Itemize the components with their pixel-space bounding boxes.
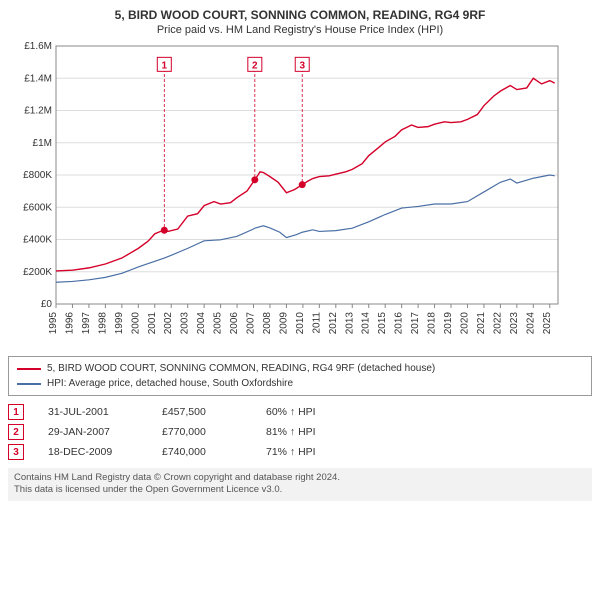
legend-swatch — [17, 383, 41, 385]
svg-text:2011: 2011 — [311, 312, 322, 334]
svg-text:£1.2M: £1.2M — [24, 106, 52, 117]
svg-text:2001: 2001 — [147, 312, 158, 335]
svg-text:£1M: £1M — [33, 138, 52, 149]
svg-text:2010: 2010 — [295, 312, 306, 335]
sale-marker-icon: 1 — [8, 404, 24, 420]
legend-item: 5, BIRD WOOD COURT, SONNING COMMON, READ… — [17, 361, 583, 376]
sales-row: 2 29-JAN-2007 £770,000 81% ↑ HPI — [8, 422, 592, 442]
svg-text:2017: 2017 — [410, 312, 421, 335]
svg-text:2008: 2008 — [262, 312, 273, 335]
legend-label: HPI: Average price, detached house, Sout… — [47, 376, 293, 391]
svg-text:2015: 2015 — [377, 312, 388, 335]
legend-item: HPI: Average price, detached house, Sout… — [17, 376, 583, 391]
legend-swatch — [17, 368, 41, 370]
sale-delta: 81% ↑ HPI — [266, 426, 316, 438]
chart-container: £0 £200K £400K £600K £800K £1M £1.2M £1.4M £1.6M… — [8, 40, 592, 350]
sale-date: 29-JAN-2007 — [48, 426, 138, 438]
svg-text:2016: 2016 — [394, 312, 405, 335]
svg-text:£200K: £200K — [23, 267, 52, 278]
svg-text:2007: 2007 — [246, 312, 257, 335]
svg-text:2003: 2003 — [180, 312, 191, 335]
svg-text:2009: 2009 — [278, 312, 289, 335]
sale-marker-icon: 2 — [8, 424, 24, 440]
chart-title-block: 5, BIRD WOOD COURT, SONNING COMMON, READ… — [8, 8, 592, 36]
sales-row: 1 31-JUL-2001 £457,500 60% ↑ HPI — [8, 402, 592, 422]
svg-text:£800K: £800K — [23, 170, 52, 181]
svg-text:2013: 2013 — [344, 312, 355, 335]
svg-text:2021: 2021 — [476, 312, 487, 335]
legend-label: 5, BIRD WOOD COURT, SONNING COMMON, READ… — [47, 361, 435, 376]
svg-text:1997: 1997 — [81, 312, 92, 335]
svg-text:2004: 2004 — [196, 312, 207, 335]
footer: Contains HM Land Registry data © Crown c… — [8, 468, 592, 501]
footer-line1: Contains HM Land Registry data © Crown c… — [14, 472, 586, 484]
svg-text:£400K: £400K — [23, 235, 52, 246]
svg-text:2025: 2025 — [542, 312, 553, 335]
sale-price: £740,000 — [162, 446, 242, 458]
svg-text:3: 3 — [299, 60, 305, 71]
svg-text:2014: 2014 — [361, 312, 372, 335]
svg-text:£1.6M: £1.6M — [24, 41, 52, 52]
line-chart: £0 £200K £400K £600K £800K £1M £1.2M £1.4M £1.6M… — [8, 40, 568, 350]
svg-text:1998: 1998 — [97, 312, 108, 335]
sale-delta: 71% ↑ HPI — [266, 446, 316, 458]
svg-text:2023: 2023 — [509, 312, 520, 335]
svg-text:£600K: £600K — [23, 202, 52, 213]
title-line1: 5, BIRD WOOD COURT, SONNING COMMON, READ… — [8, 8, 592, 22]
svg-text:2002: 2002 — [163, 312, 174, 335]
svg-text:2018: 2018 — [427, 312, 438, 335]
sale-date: 31-JUL-2001 — [48, 406, 138, 418]
svg-text:1: 1 — [162, 60, 168, 71]
svg-text:£0: £0 — [41, 299, 53, 310]
sale-delta: 60% ↑ HPI — [266, 406, 316, 418]
svg-text:2: 2 — [252, 60, 258, 71]
sales-table: 1 31-JUL-2001 £457,500 60% ↑ HPI 2 29-JA… — [8, 402, 592, 462]
sale-marker-icon: 3 — [8, 444, 24, 460]
svg-text:2005: 2005 — [213, 312, 224, 335]
svg-text:1999: 1999 — [114, 312, 125, 335]
svg-text:2012: 2012 — [328, 312, 339, 335]
svg-text:2019: 2019 — [443, 312, 454, 335]
sales-row: 3 18-DEC-2009 £740,000 71% ↑ HPI — [8, 442, 592, 462]
svg-text:2006: 2006 — [229, 312, 240, 335]
title-line2: Price paid vs. HM Land Registry's House … — [8, 24, 592, 36]
svg-text:2024: 2024 — [525, 312, 536, 335]
svg-text:£1.4M: £1.4M — [24, 73, 52, 84]
legend: 5, BIRD WOOD COURT, SONNING COMMON, READ… — [8, 356, 592, 396]
svg-text:1996: 1996 — [64, 312, 75, 335]
svg-text:2022: 2022 — [492, 312, 503, 335]
sale-price: £770,000 — [162, 426, 242, 438]
sale-date: 18-DEC-2009 — [48, 446, 138, 458]
sale-price: £457,500 — [162, 406, 242, 418]
svg-text:1995: 1995 — [48, 312, 59, 335]
svg-text:2000: 2000 — [130, 312, 141, 335]
svg-text:2020: 2020 — [459, 312, 470, 335]
footer-line2: This data is licensed under the Open Gov… — [14, 484, 586, 496]
